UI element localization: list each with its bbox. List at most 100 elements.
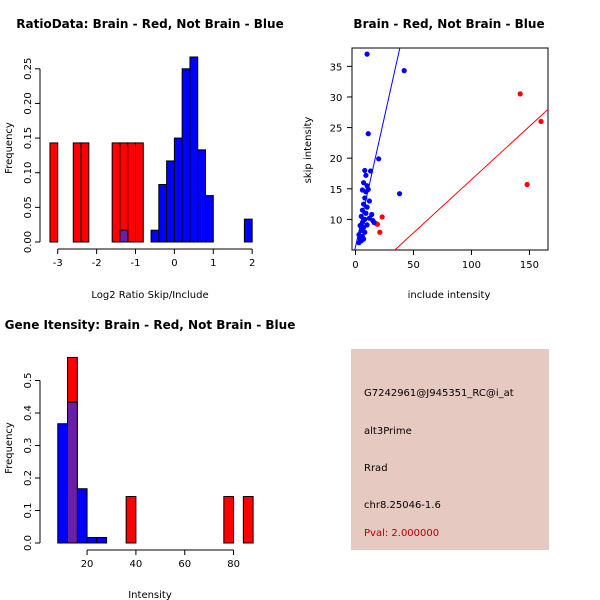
x-tick-label: 100 [462, 260, 481, 271]
brain-bar [119, 142, 129, 243]
not-brain-bar [205, 195, 214, 243]
y-tick-label: 0.0 [23, 535, 34, 551]
info-panel: G7242961@J945351_RC@i_at alt3Prime Rrad … [351, 349, 549, 550]
y-tick-label: 30 [330, 93, 343, 104]
not-brain-point [362, 229, 368, 235]
x-tick-label: 2 [249, 258, 255, 269]
not-brain-bar [150, 229, 160, 243]
gene-intensity-axes: 20 40 60 80 0.0 0.1 0.2 0.3 0.4 0.5 [23, 373, 240, 570]
not-brain-bar [158, 183, 168, 243]
not-brain-bar [57, 423, 69, 544]
brain-bar [125, 496, 137, 544]
y-tick-label: 20 [330, 154, 343, 165]
x-tick-label: 40 [130, 559, 143, 570]
ratio-histogram-ylabel: Frequency [4, 122, 15, 174]
x-tick-label: -1 [131, 258, 141, 269]
scatter-plot-box [351, 47, 549, 251]
not-brain-point [364, 204, 370, 210]
y-tick-label: 25 [330, 124, 343, 135]
not-brain-point [396, 191, 403, 197]
not-brain-point [371, 219, 377, 226]
y-tick-label: 0.3 [23, 438, 34, 454]
x-tick-label: 80 [227, 559, 240, 570]
y-tick-label: 0.2 [23, 470, 34, 486]
brain-point [524, 181, 530, 188]
not-brain-point [362, 167, 368, 174]
brain-fit-line [394, 108, 548, 250]
x-tick-label: 150 [520, 260, 539, 271]
x-tick-label: 50 [407, 260, 420, 271]
overlap-bar [119, 229, 129, 243]
brain-bar [80, 142, 90, 243]
brain-bar [127, 142, 136, 243]
gene-intensity-xlabel: Intensity [128, 590, 172, 600]
not-brain-bar [197, 149, 207, 243]
not-brain-point [363, 210, 369, 216]
not-brain-bar [166, 160, 175, 243]
info-event-type: alt3Prime [364, 426, 412, 437]
scatter-title: Brain - Red, Not Brain - Blue [353, 17, 544, 31]
not-brain-point [362, 195, 368, 201]
y-tick-label: 0.15 [23, 127, 34, 149]
ratio-histogram-title: RatioData: Brain - Red, Not Brain - Blue [16, 17, 283, 31]
not-brain-bar [86, 536, 98, 544]
not-brain-point [360, 201, 367, 207]
x-tick-label: 20 [81, 559, 94, 570]
not-brain-fit-line [354, 48, 401, 250]
y-tick-label: 0.20 [23, 92, 34, 114]
ratio-histogram-xlabel: Log2 Ratio Skip/Include [91, 290, 208, 301]
not-brain-bar [173, 137, 183, 243]
not-brain-bar [76, 488, 88, 544]
ratio-histogram-panel: RatioData: Brain - Red, Not Brain - Blue… [4, 17, 284, 301]
not-brain-point [358, 213, 364, 219]
not-brain-point [364, 51, 370, 57]
info-pval: Pval: 2.000000 [364, 528, 439, 539]
not-brain-point [365, 186, 371, 192]
brain-point [517, 91, 523, 97]
not-brain-bar [181, 68, 191, 243]
scatter-fit-lines [354, 48, 548, 250]
info-location: chr8.25046-1.6 [364, 500, 441, 511]
info-probe-id: G7242961@J945351_RC@i_at [364, 388, 514, 399]
brain-bar [242, 496, 254, 544]
gene-intensity-histogram-panel: Gene Itensity: Brain - Red, Not Brain - … [4, 318, 295, 600]
not-brain-point [356, 240, 362, 246]
brain-bar [72, 142, 82, 243]
overlap-bar [67, 401, 78, 544]
scatter-panel: Brain - Red, Not Brain - Blue include in… [303, 17, 549, 301]
y-tick-label: 35 [330, 62, 343, 73]
not-brain-point [367, 168, 374, 174]
gene-intensity-ylabel: Frequency [4, 422, 15, 474]
x-tick-label: 1 [210, 258, 216, 269]
not-brain-point [365, 131, 371, 137]
scatter-axes: 0 50 100 150 10 15 20 25 30 35 [330, 62, 539, 271]
info-panel-background [351, 349, 549, 550]
y-tick-label: 0.05 [23, 196, 34, 218]
not-brain-point [376, 156, 382, 162]
brain-point [538, 118, 544, 125]
ratio-histogram-bars [49, 56, 253, 243]
ratio-histogram-axes: -3 -2 -1 0 1 2 0.00 0.05 0.10 0.15 0.20 0.25 [23, 58, 255, 269]
y-tick-label: 0.4 [23, 405, 34, 421]
gene-intensity-bars [57, 356, 254, 544]
scatter-xlabel: include intensity [408, 290, 491, 301]
brain-bar [135, 142, 144, 243]
y-tick-label: 0.00 [23, 231, 34, 253]
not-brain-bar [189, 56, 199, 243]
not-brain-bar [96, 536, 108, 544]
brain-bar [49, 142, 59, 243]
not-brain-point [360, 236, 367, 242]
y-tick-label: 10 [330, 215, 343, 226]
gene-intensity-title: Gene Itensity: Brain - Red, Not Brain - … [5, 318, 296, 332]
not-brain-point [359, 207, 366, 213]
brain-point [377, 229, 383, 235]
brain-bar [223, 496, 235, 544]
y-tick-label: 15 [330, 185, 343, 196]
x-tick-label: -3 [53, 258, 63, 269]
not-brain-bar [243, 218, 253, 243]
brain-bar [111, 142, 121, 243]
not-brain-point [364, 222, 370, 228]
not-brain-point [363, 172, 369, 178]
brain-point [379, 214, 385, 220]
